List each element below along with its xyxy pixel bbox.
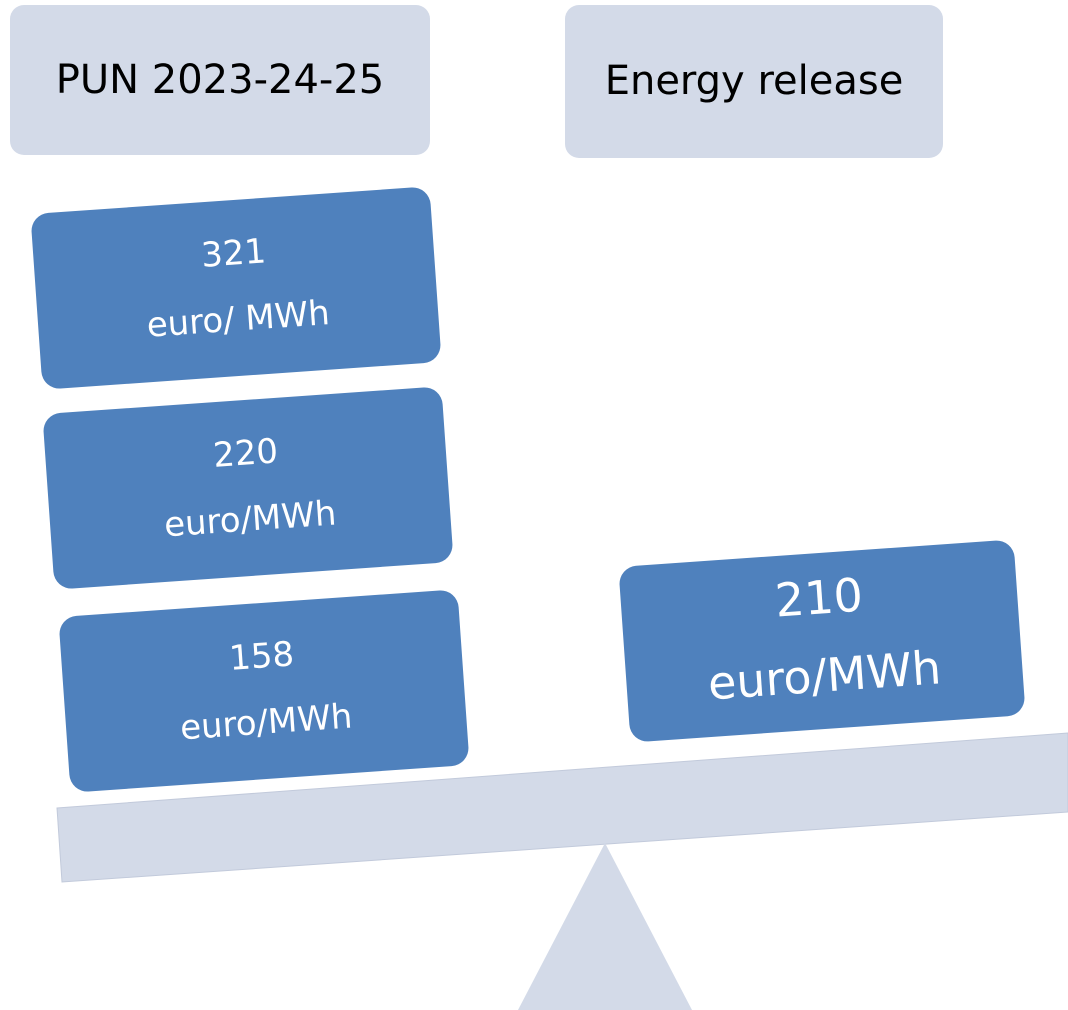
price-box: 210 euro/MWh [619, 540, 1025, 742]
price-box: 220 euro/MWh [43, 387, 453, 589]
header-label: Energy release [605, 58, 904, 104]
header-label: PUN 2023-24-25 [56, 57, 385, 103]
price-value: 158 [228, 634, 296, 678]
header-box [565, 5, 943, 158]
price-value: 210 [773, 568, 864, 628]
price-box: 321 euro/ MWh [31, 187, 441, 389]
header-box [10, 5, 430, 155]
balance-fulcrum [518, 843, 692, 1010]
balance-beam [56, 732, 1068, 883]
price-box: 158 euro/MWh [59, 590, 469, 792]
price-value: 321 [200, 231, 268, 275]
price-value: 220 [212, 431, 280, 475]
